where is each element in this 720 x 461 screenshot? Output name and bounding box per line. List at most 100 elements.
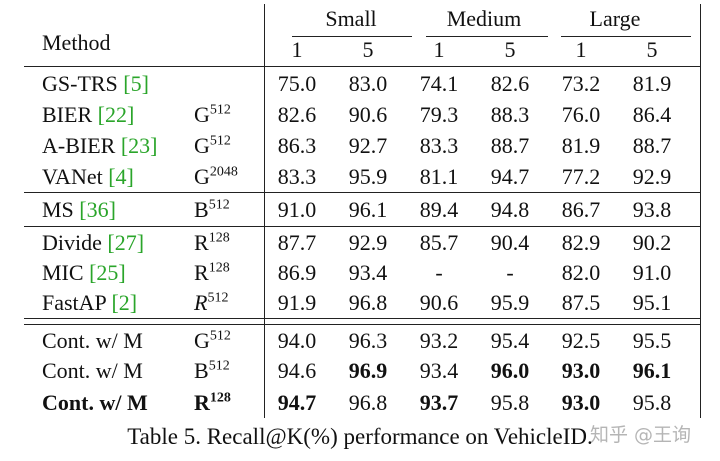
citation-link[interactable]: [2] xyxy=(111,290,138,315)
row-method: Divide [27] xyxy=(42,230,145,255)
table-cell: 93.4 xyxy=(419,358,459,383)
table-cell-best: 94.7 xyxy=(277,390,317,415)
rule-group-3b xyxy=(24,324,700,325)
table-cell: 88.7 xyxy=(490,133,530,158)
sub-header: 5 xyxy=(646,37,658,62)
table-cell: 86.3 xyxy=(277,133,317,158)
table-cell: 83.3 xyxy=(277,164,317,189)
row-method: BIER [22] xyxy=(42,102,135,127)
table-cell: 95.4 xyxy=(490,328,530,353)
table-cell: 94.7 xyxy=(490,164,530,189)
embedding-cell: G512 xyxy=(194,133,231,158)
row-method: MS [36] xyxy=(42,197,116,222)
table-cell: 73.2 xyxy=(561,71,601,96)
citation-link[interactable]: [5] xyxy=(123,71,149,96)
table-cell: 95.8 xyxy=(490,390,530,415)
table-cell: 90.6 xyxy=(348,102,388,127)
watermark: 知乎 @王询 xyxy=(590,424,692,446)
table-cell: 81.1 xyxy=(419,164,459,189)
row-method: Cont. w/ M xyxy=(42,358,143,383)
citation-link[interactable]: [22] xyxy=(97,102,135,127)
table-cell: 95.8 xyxy=(632,390,672,415)
table-cell: 92.9 xyxy=(632,164,672,189)
table-cell: 86.9 xyxy=(277,260,317,285)
embedding-cell: R128 xyxy=(194,390,231,415)
table-cell: 88.3 xyxy=(490,102,530,127)
sub-header: 1 xyxy=(575,37,587,62)
row-method: VANet [4] xyxy=(42,164,134,189)
embedding-cell: B512 xyxy=(194,197,230,222)
group-rule-small xyxy=(292,36,412,37)
table-cell: 77.2 xyxy=(561,164,601,189)
table-cell: 85.7 xyxy=(419,230,459,255)
table-cell: 81.9 xyxy=(632,71,672,96)
rule-header xyxy=(24,66,700,67)
table-cell: 93.8 xyxy=(632,197,672,222)
table-cell: 82.6 xyxy=(490,71,530,96)
rule-group-3a xyxy=(24,318,700,319)
table-cell: 92.9 xyxy=(348,230,388,255)
citation-link[interactable]: [23] xyxy=(120,133,158,158)
table-cell: 89.4 xyxy=(419,197,459,222)
table-cell-best: 96.9 xyxy=(348,358,388,383)
table-cell: 93.2 xyxy=(419,328,459,353)
citation-link[interactable]: [4] xyxy=(108,164,134,189)
group-header-small: Small xyxy=(325,6,377,31)
table-cell: 95.5 xyxy=(632,328,672,353)
vertical-rule-left xyxy=(264,4,265,418)
table-cell: 93.4 xyxy=(348,260,388,285)
results-table: Method Small Medium Large 1 5 1 5 1 5 GS… xyxy=(24,0,701,420)
embedding-cell: G512 xyxy=(194,328,231,353)
embedding-cell: G2048 xyxy=(194,164,238,189)
table-cell: 83.0 xyxy=(348,71,388,96)
table-cell: 82.9 xyxy=(561,230,601,255)
table-cell: 88.7 xyxy=(632,133,672,158)
rule-group-2 xyxy=(24,226,700,227)
table-cell: 82.0 xyxy=(561,260,601,285)
table-cell: 92.7 xyxy=(348,133,388,158)
row-method: MIC [25] xyxy=(42,260,126,285)
table-cell: 83.3 xyxy=(419,133,459,158)
vertical-rule-right xyxy=(700,4,701,418)
table-cell: 90.4 xyxy=(490,230,530,255)
sub-header: 1 xyxy=(291,37,303,62)
table-cell: 95.9 xyxy=(490,290,530,315)
table-cell: 87.5 xyxy=(561,290,601,315)
table-cell: 91.0 xyxy=(277,197,317,222)
row-method: Cont. w/ M xyxy=(42,328,143,353)
table-cell: 94.6 xyxy=(277,358,317,383)
table-cell: 86.4 xyxy=(632,102,672,127)
table-cell: 87.7 xyxy=(277,230,317,255)
table-cell: 75.0 xyxy=(277,71,317,96)
citation-link[interactable]: [25] xyxy=(89,260,126,285)
table-cell: 91.9 xyxy=(277,290,317,315)
row-method: FastAP [2] xyxy=(42,290,138,315)
table-cell: 74.1 xyxy=(419,71,459,96)
table-cell: 86.7 xyxy=(561,197,601,222)
table-cell: - xyxy=(435,260,443,285)
row-method: Cont. w/ M xyxy=(42,390,148,415)
row-method: A-BIER [23] xyxy=(42,133,158,158)
table-cell: 90.2 xyxy=(632,230,672,255)
table-cell-best: 93.0 xyxy=(561,358,601,383)
embedding-cell: R512 xyxy=(194,290,229,315)
table-cell: 79.3 xyxy=(419,102,459,127)
table-caption: Table 5. Recall@K(%) performance on Vehi… xyxy=(127,424,593,449)
group-rule-large xyxy=(561,36,691,37)
group-header-medium: Medium xyxy=(446,6,522,31)
embedding-cell: R128 xyxy=(194,260,230,285)
embedding-cell: B512 xyxy=(194,358,230,383)
citation-link[interactable]: [27] xyxy=(107,230,145,255)
table-cell: - xyxy=(506,260,514,285)
citation-link[interactable]: [36] xyxy=(79,197,116,222)
row-method: GS-TRS [5] xyxy=(42,71,149,96)
table-cell: 96.3 xyxy=(348,328,388,353)
table-cell: 90.6 xyxy=(419,290,459,315)
table-cell-best: 93.7 xyxy=(419,390,459,415)
table-cell: 95.1 xyxy=(632,290,672,315)
table-cell: 96.1 xyxy=(348,197,388,222)
table-cell: 76.0 xyxy=(561,102,601,127)
table-cell: 91.0 xyxy=(632,260,672,285)
table-cell: 94.8 xyxy=(490,197,530,222)
table-cell: 82.6 xyxy=(277,102,317,127)
